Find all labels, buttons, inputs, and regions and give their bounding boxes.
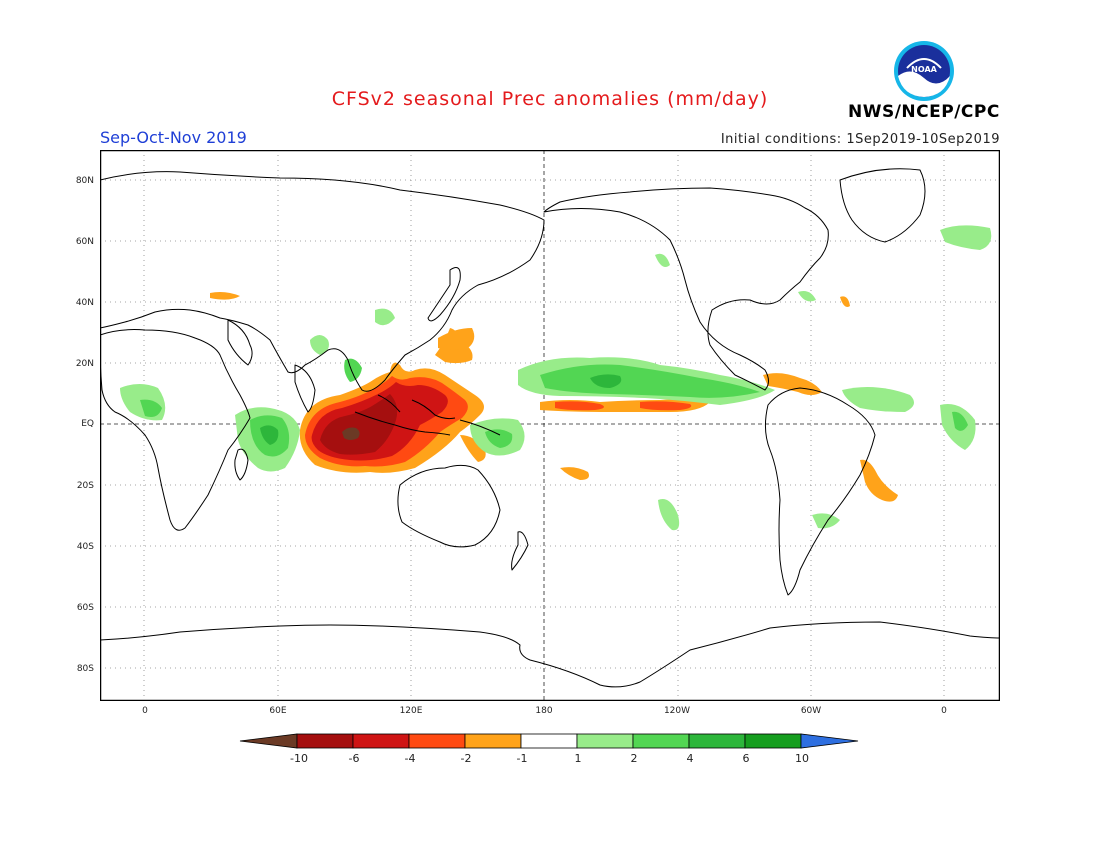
coastline-australia [397,464,501,548]
dry-anomaly-dark-red [320,394,398,455]
lat-label: EQ [81,419,94,429]
colorbar-swatch [632,733,690,749]
lon-label: 0 [941,706,947,716]
colorbar-swatch [520,733,578,749]
wet-anomaly-green [344,358,362,382]
lat-label: 20S [76,481,94,491]
agency-label: NWS/NCEP/CPC [848,102,1000,122]
coastline-arabia [227,319,253,366]
dry-anomaly-orange [460,435,486,462]
season-label: Sep-Oct-Nov 2019 [100,128,247,147]
wet-anomaly-light-green [375,308,395,326]
noaa-logo-icon: NOAA [894,41,954,101]
lat-label: 80N [75,176,94,186]
lat-label: 60N [75,237,94,247]
colorbar-label: 10 [795,752,809,765]
colorbar-label: 1 [574,752,582,765]
dry-anomaly-orange [763,373,822,395]
logo-text: NOAA [911,65,937,74]
colorbar-label: -2 [460,752,472,765]
coastline-antarctica [100,621,1000,688]
wet-anomaly-light-green [812,513,840,529]
dry-anomaly-orange [560,467,589,480]
coastline-japan [427,267,461,322]
dry-anomaly-brown [342,427,360,440]
colorbar-swatch [576,733,634,749]
lon-label: 120W [663,706,691,716]
colorbar-label: -4 [404,752,416,765]
wet-anomaly-light-green [655,253,670,268]
coastline-madagascar [234,448,249,481]
colorbar-swatch [464,733,522,749]
lat-label: 20N [75,359,94,369]
wet-anomaly-light-green [842,386,914,412]
coastline-eurasia [100,171,545,392]
colorbar-label: -10 [290,752,308,765]
lat-label: 60S [76,603,94,613]
lon-label: 60E [269,706,287,716]
anomaly-shading [120,225,992,531]
dry-anomaly-orange [860,459,898,502]
precipitation-anomaly-map [100,150,1000,701]
wet-anomaly-green [485,429,513,448]
lon-label: 120E [399,706,423,716]
wet-anomaly-green [140,399,162,417]
lat-label: 80S [76,664,94,674]
wet-anomaly-light-green [798,291,816,302]
dry-anomaly-orange [438,328,475,350]
lat-label: 40S [76,542,94,552]
initial-conditions-label: Initial conditions: 1Sep2019-10Sep2019 [720,132,1000,147]
coastline-indonesia [354,394,501,436]
wet-anomaly-green [952,411,968,431]
wet-anomaly-green [540,364,760,398]
dry-anomaly-light-red [640,401,692,411]
lon-label: 180 [535,706,553,716]
wet-anomaly-light-green [658,499,680,531]
map-gridlines [100,150,1000,701]
coastlines [100,168,1000,688]
colorbar-label: 2 [630,752,638,765]
colorbar-label: 4 [686,752,694,765]
map-frame [100,150,1000,701]
colorbar-label: -1 [516,752,528,765]
wet-anomaly-dark-green [260,425,279,445]
equator-dateline [100,150,1000,701]
colorbar-swatch [296,733,354,749]
wet-anomaly-dark-green [590,374,622,388]
dry-anomaly-light-red [555,401,604,411]
colorbar-label: -6 [348,752,360,765]
colorbar-swatch [408,733,466,749]
lon-label: 0 [142,706,148,716]
coastline-greenland [839,168,926,243]
dry-anomaly-orange [210,292,240,300]
coastline-africa [100,329,251,531]
colorbar-label: 6 [742,752,750,765]
colorbar-swatch [800,733,859,749]
wet-anomaly-light-green [310,335,329,355]
coastline-india [294,364,316,413]
coastline-south-america [764,387,876,596]
colorbar-swatch [352,733,410,749]
map-title: CFSv2 seasonal Prec anomalies (mm/day) [331,88,769,110]
coastline-north-america [543,187,829,391]
colorbar-swatch [688,733,746,749]
lat-label: 40N [75,298,94,308]
dry-anomaly-orange [840,296,850,307]
colorbar [239,733,859,749]
coastline-nz [511,531,529,571]
colorbar-swatch [744,733,802,749]
lon-label: 60W [800,706,822,716]
colorbar-swatch [239,733,298,749]
wet-anomaly-light-green [940,225,992,250]
